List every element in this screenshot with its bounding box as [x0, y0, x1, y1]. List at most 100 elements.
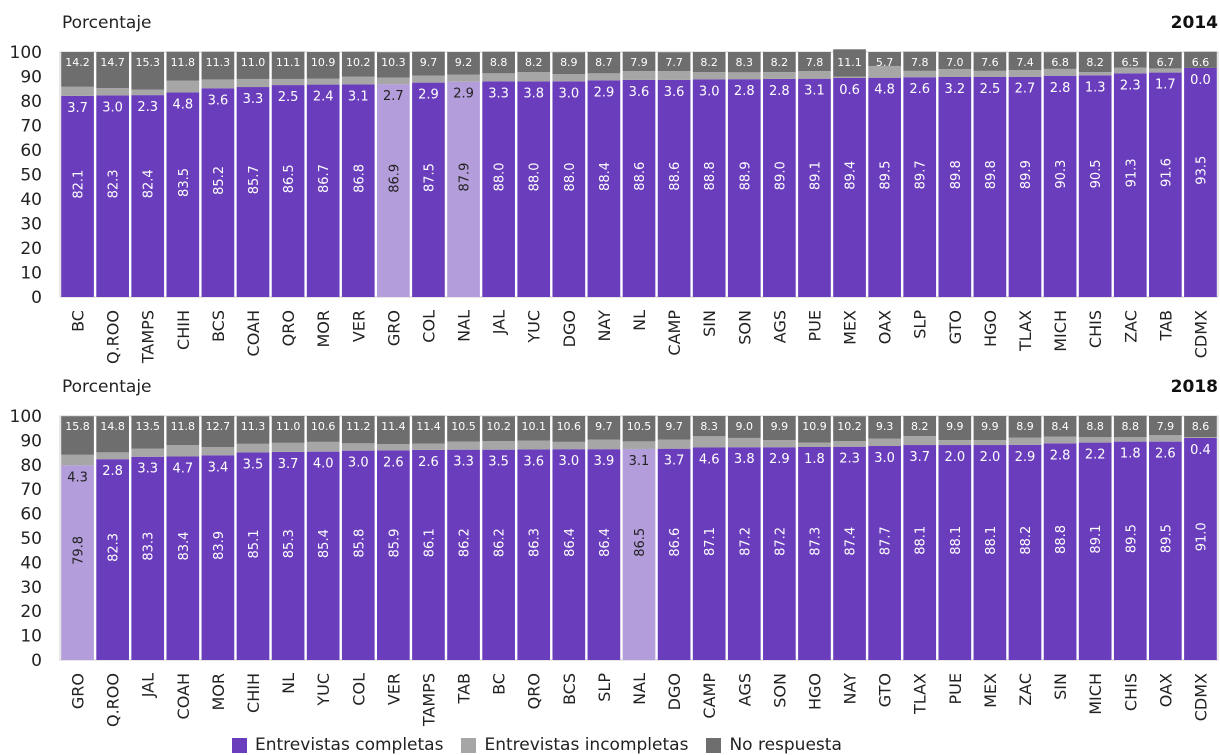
chart1-label-incompletas-NAY: 2.3	[839, 452, 860, 467]
chart1-label-no-respuesta-OAX: 7.9	[1157, 420, 1175, 433]
chart0-bar-no-respuesta-CAMP	[657, 52, 691, 72]
chart0-label-completas-ZAC: 91.3	[1124, 158, 1139, 187]
chart1-label-no-respuesta-MOR: 12.7	[206, 420, 231, 433]
chart1-bar-no-respuesta-ZAC	[1008, 416, 1042, 438]
chart1-label-incompletas-DGO: 3.7	[664, 454, 685, 469]
chart0-bar-no-respuesta-TAB	[1149, 52, 1182, 69]
chart1-bar-no-respuesta-MEX	[973, 416, 1007, 441]
chart0-xtick-QRO: QRO	[279, 310, 298, 346]
chart1-label-incompletas-CAMP: 4.6	[699, 452, 720, 467]
chart1-xtick-CHIS: CHIS	[1121, 673, 1140, 711]
chart1-bar-incompletas-MEX	[973, 440, 1007, 446]
chart1-bar-incompletas-MICH	[1078, 437, 1112, 443]
chart0-label-incompletas-COL: 2.9	[418, 88, 439, 103]
chart1-bar-incompletas-OAX	[1149, 435, 1182, 442]
chart1-bar-no-respuesta-QRO	[517, 416, 551, 441]
chart0-xtick-TLAX: TLAX	[1016, 310, 1035, 352]
chart1-xtick-JAL: JAL	[139, 673, 158, 698]
chart1-bar-no-respuesta-CAMP	[692, 416, 726, 437]
chart1-bar-completas-DGO	[657, 448, 691, 660]
chart0-bar-completas-MOR	[306, 84, 340, 298]
chart1-bar-completas-OAX	[1149, 441, 1182, 660]
chart0-xtick-Q.ROO: Q.ROO	[104, 310, 123, 364]
chart1-bar-incompletas-TAB	[447, 441, 480, 450]
chart1-label-incompletas-VER: 2.6	[383, 455, 404, 470]
chart1-bar-completas-CDMX	[1184, 437, 1217, 660]
chart1-xtick-GTO: GTO	[876, 673, 895, 707]
chart1-bar-incompletas-VER	[377, 444, 410, 451]
chart1-bar-no-respuesta-SIN	[1043, 416, 1077, 437]
chart0-label-incompletas-NL: 3.6	[629, 85, 650, 100]
chart0-bar-incompletas-ZAC	[1113, 67, 1147, 74]
chart1-label-no-respuesta-COL: 11.2	[346, 420, 371, 433]
chart0-bar-no-respuesta-VER	[341, 51, 375, 77]
chart0-label-completas-DGO: 88.0	[563, 162, 578, 191]
chart1-bar-incompletas-CHIS	[1113, 437, 1147, 442]
chart1-label-completas-COAH: 83.4	[177, 532, 192, 561]
chart0-label-incompletas-ZAC: 2.3	[1120, 78, 1141, 93]
chart1-xtick-BC: BC	[490, 673, 509, 695]
chart1-xtick-HGO: HGO	[805, 673, 824, 710]
chart1-label-incompletas-SON: 2.9	[769, 452, 790, 467]
chart0-label-completas-MOR: 86.7	[317, 164, 332, 193]
chart1-bar-completas-CAMP	[692, 447, 726, 660]
chart1-label-incompletas-CHIH: 3.5	[243, 457, 264, 472]
chart1-ytick-80: 80	[20, 456, 42, 476]
chart1-label-incompletas-SIN: 2.8	[1050, 448, 1071, 463]
chart0-bar-completas-COAH	[236, 87, 270, 297]
chart1-bar-incompletas-GRO	[61, 454, 94, 466]
chart1-label-no-respuesta-NAL: 10.5	[627, 420, 652, 433]
chart0-bar-no-respuesta-BC	[61, 52, 94, 87]
chart0-bar-incompletas-NAL	[447, 74, 480, 82]
chart0-bar-no-respuesta-AGS	[763, 52, 796, 73]
legend-label-no-respuesta: No respuesta	[729, 735, 842, 755]
chart0-label-no-respuesta-BC: 14.2	[65, 56, 90, 69]
chart0-label-no-respuesta-HGO: 7.6	[981, 56, 999, 69]
chart1-xtick-BCS: BCS	[560, 673, 579, 705]
chart0-bar-completas-ZAC	[1113, 73, 1147, 297]
chart0-label-incompletas-JAL: 3.3	[488, 86, 509, 101]
chart1-label-completas-NL: 85.3	[282, 529, 297, 558]
chart0-ytick-90: 90	[20, 68, 42, 88]
chart0-bar-incompletas-QRO	[271, 78, 305, 86]
chart0-label-incompletas-TLAX: 2.7	[1015, 82, 1036, 97]
chart1-label-incompletas-COAH: 4.7	[172, 462, 193, 477]
chart0-bar-completas-OAX	[868, 77, 901, 297]
chart1-bar-no-respuesta-BCS	[552, 416, 586, 442]
chart0-label-completas-SLP: 89.7	[914, 160, 929, 189]
chart1-xtick-MOR: MOR	[209, 673, 228, 711]
chart1-bar-completas-QRO	[517, 449, 551, 660]
chart1-xtick-MEX: MEX	[981, 673, 1000, 708]
chart1-bar-completas-GTO	[868, 446, 901, 660]
chart0-bar-completas-CHIS	[1078, 75, 1112, 298]
chart0-label-completas-SON: 88.9	[738, 161, 753, 190]
chart0-label-completas-QRO: 86.5	[282, 164, 297, 193]
chart1-label-incompletas-MEX: 2.0	[980, 450, 1001, 465]
chart1-label-no-respuesta-TAMPS: 11.4	[416, 420, 441, 433]
chart1-bar-no-respuesta-CHIH	[236, 416, 270, 444]
chart0-bar-incompletas-NAY	[587, 73, 621, 81]
chart1-bar-completas-AGS	[727, 447, 761, 660]
chart1-label-incompletas-OAX: 2.6	[1155, 447, 1176, 462]
chart1-bar-incompletas-NL	[271, 442, 305, 452]
chart1-xtick-CHIH: CHIH	[244, 673, 263, 713]
chart0-bar-incompletas-CHIH	[166, 80, 200, 93]
chart0-bar-no-respuesta-OAX	[868, 52, 901, 66]
chart0-xtick-MOR: MOR	[314, 310, 333, 348]
chart1-label-incompletas-ZAC: 2.9	[1015, 450, 1036, 465]
chart1-label-no-respuesta-ZAC: 8.9	[1016, 420, 1034, 433]
chart1-bar-incompletas-SIN	[1043, 436, 1077, 444]
chart0-label-completas-NAY: 88.4	[598, 162, 613, 191]
chart0-label-completas-TAB: 91.6	[1159, 158, 1174, 187]
chart0-label-no-respuesta-SON: 8.3	[736, 56, 754, 69]
chart1-bar-incompletas-SON	[763, 440, 796, 448]
chart0-bar-incompletas-JAL	[482, 73, 515, 82]
chart1-label-completas-CHIS: 89.5	[1124, 524, 1139, 553]
chart0-bar-completas-MEX	[833, 77, 866, 297]
chart1-bar-no-respuesta-SLP	[587, 416, 621, 440]
chart0-bar-no-respuesta-ZAC	[1113, 51, 1147, 68]
chart0-label-completas-CAMP: 88.6	[668, 162, 683, 191]
chart0-bar-no-respuesta-CHIS	[1078, 52, 1112, 73]
chart0-bar-no-respuesta-BCS	[201, 51, 235, 80]
chart0-bar-completas-Q.ROO	[96, 95, 129, 298]
